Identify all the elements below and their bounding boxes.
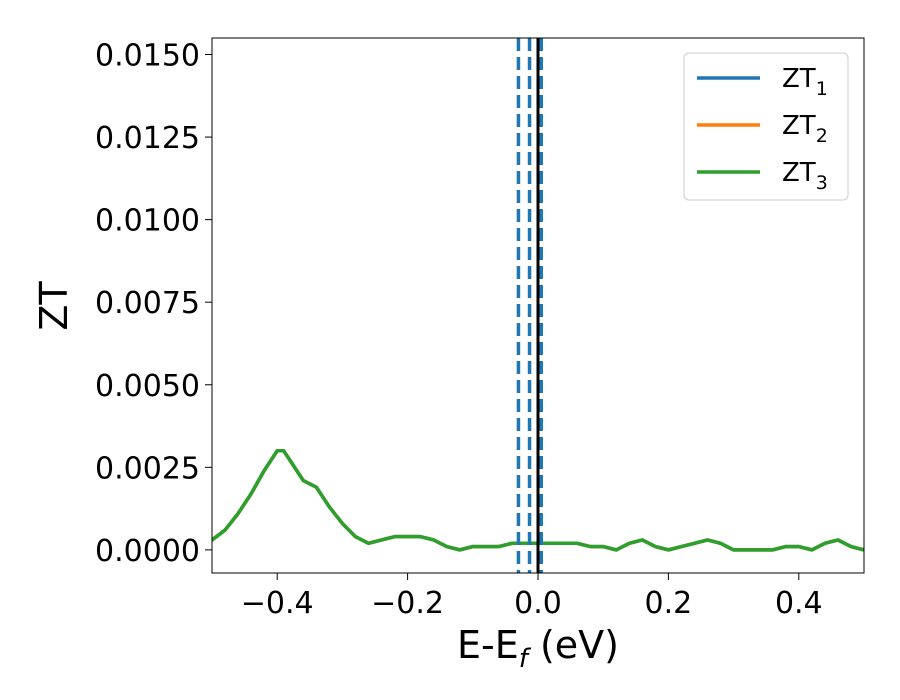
series-layer	[212, 449, 864, 552]
x-tick-label: 0.0	[514, 586, 562, 621]
legend-label-zt2: ZT2	[782, 111, 828, 147]
y-tick-label: 0.0025	[95, 451, 200, 486]
x-tick-label: 0.2	[645, 586, 693, 621]
y-axis-ticks: 0.0000 0.0025 0.0050 0.0075 0.0100 0.0125 0.01…	[95, 39, 212, 569]
x-axis-ticks: −0.4 −0.2 0.0 0.2 0.4	[241, 573, 823, 621]
y-tick-label: 0.0000	[95, 534, 200, 569]
y-tick-label: 0.0100	[95, 204, 200, 239]
legend-label-zt1: ZT1	[782, 64, 828, 100]
x-tick-label: 0.4	[775, 586, 823, 621]
legend-label-zt3: ZT3	[782, 158, 828, 194]
series-line-zt3	[212, 449, 864, 552]
legend-entries: ZT1 ZT2 ZT3	[697, 64, 828, 194]
x-tick-label: −0.4	[241, 586, 314, 621]
y-tick-label: 0.0150	[95, 39, 200, 74]
legend: ZT1 ZT2 ZT3	[683, 52, 849, 201]
y-tick-label: 0.0050	[95, 369, 200, 404]
x-tick-label: −0.2	[371, 586, 444, 621]
legend-box	[683, 52, 849, 201]
y-axis-title: ZT	[32, 281, 76, 331]
vline-layer	[516, 38, 544, 573]
x-axis-title: E-Ef (eV)	[457, 623, 619, 674]
y-tick-label: 0.0125	[95, 121, 200, 156]
y-tick-label: 0.0075	[95, 286, 200, 321]
